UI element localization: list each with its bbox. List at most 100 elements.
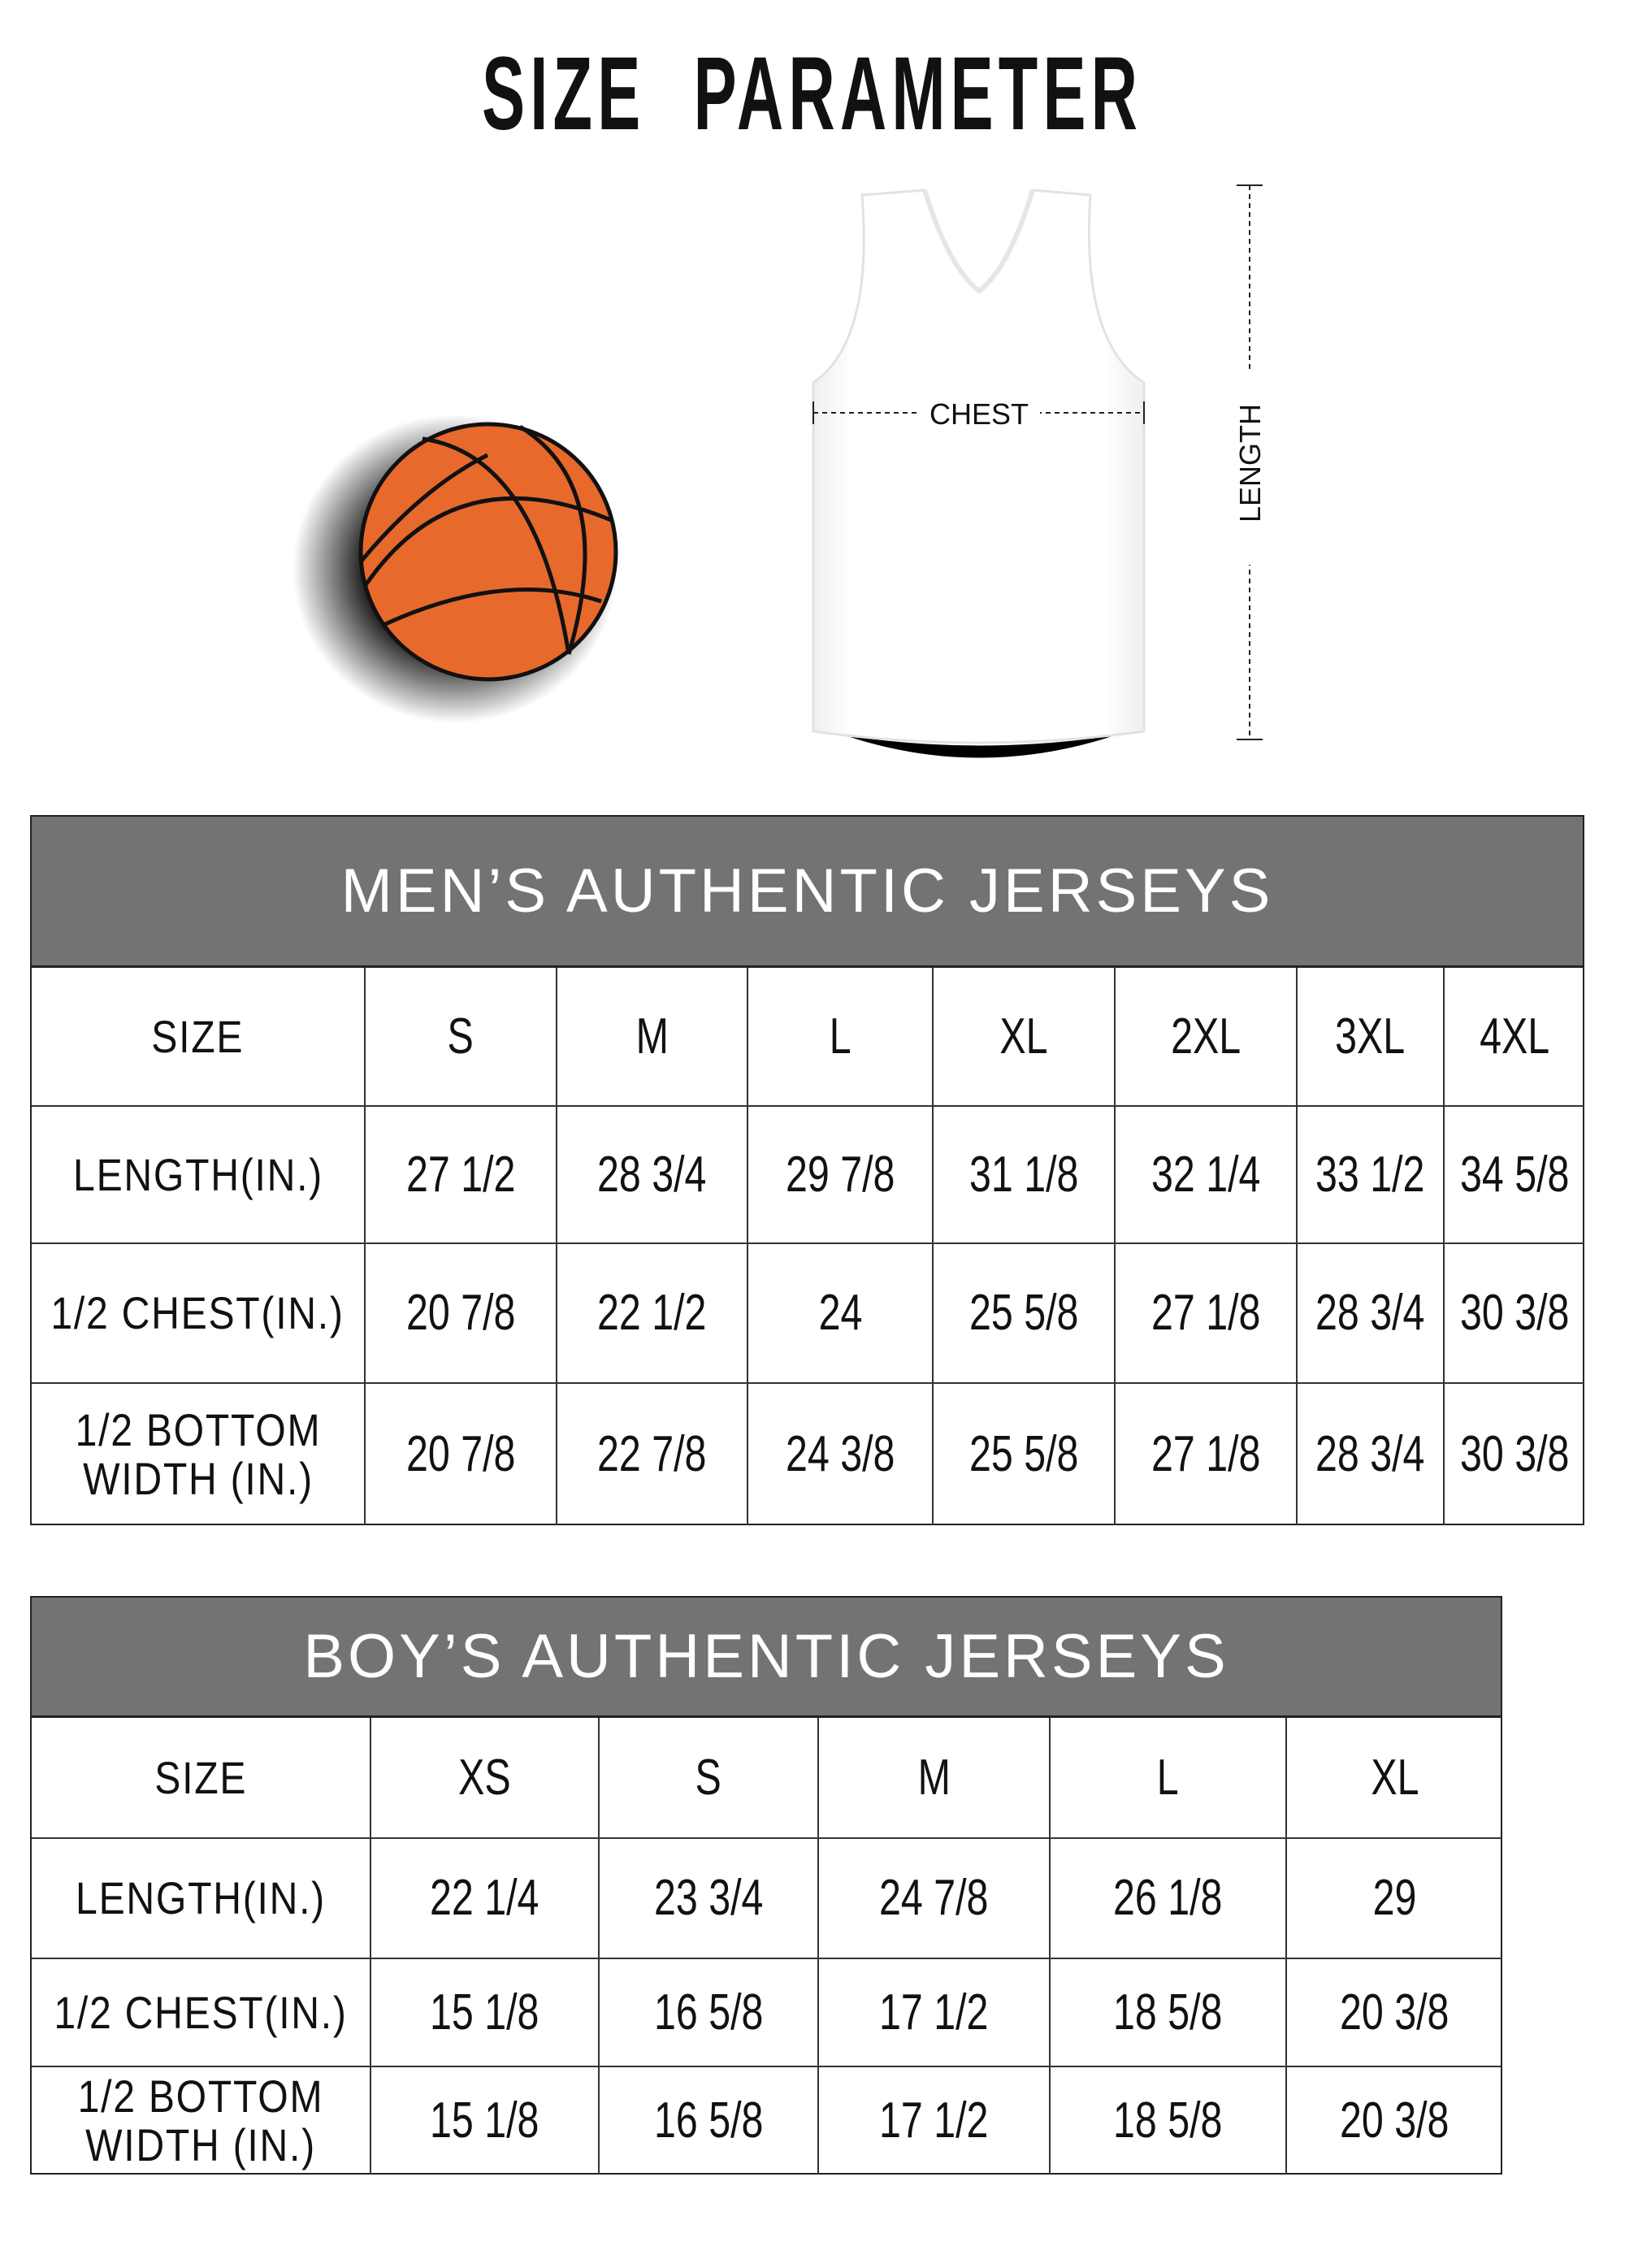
table-cell: 29 7/8 xyxy=(748,1107,934,1244)
size-column-header: L xyxy=(748,968,934,1107)
table-cell: 16 5/8 xyxy=(600,1959,819,2067)
cell-text: 20 7/8 xyxy=(405,1426,516,1482)
cell-text: 1/2 BOTTOM WIDTH (IN.) xyxy=(75,1404,321,1504)
table-cell: 31 1/8 xyxy=(934,1107,1116,1244)
cell-text: 26 1/8 xyxy=(1113,1870,1223,1926)
cell-text: S xyxy=(695,1749,722,1806)
cell-text: M xyxy=(635,1008,669,1065)
cell-text: XS xyxy=(458,1749,511,1806)
cell-text: 27 1/8 xyxy=(1150,1426,1261,1482)
table-cell: 24 7/8 xyxy=(819,1839,1051,1959)
table-cell: 23 3/4 xyxy=(600,1839,819,1959)
table-cell: 34 5/8 xyxy=(1445,1107,1584,1244)
cell-text: 24 xyxy=(818,1285,862,1341)
table-cell: 33 1/2 xyxy=(1298,1107,1445,1244)
cell-text: 17 1/2 xyxy=(879,2092,989,2149)
table-cell: 20 3/8 xyxy=(1287,1959,1502,2067)
cell-text: 30 3/8 xyxy=(1459,1426,1570,1482)
cell-text: 18 5/8 xyxy=(1113,2092,1223,2149)
cell-text: 16 5/8 xyxy=(653,1984,764,2040)
row-label: 1/2 BOTTOM WIDTH (IN.) xyxy=(32,1384,366,1525)
cell-text: 25 5/8 xyxy=(968,1285,1079,1341)
cell-text: 1/2 CHEST(IN.) xyxy=(50,1287,345,1338)
cell-text: 1/2 CHEST(IN.) xyxy=(54,1986,348,2038)
cell-text: 24 7/8 xyxy=(879,1870,989,1926)
size-column-header: 2XL xyxy=(1116,968,1298,1107)
table-cell: 18 5/8 xyxy=(1051,2067,1287,2175)
table-cell: 29 xyxy=(1287,1839,1502,1959)
cell-text: LENGTH(IN.) xyxy=(76,1872,326,1923)
row-label: LENGTH(IN.) xyxy=(32,1107,366,1244)
table-cell: 25 5/8 xyxy=(934,1244,1116,1384)
table-cell: 15 1/8 xyxy=(371,1959,600,2067)
size-column-header: M xyxy=(557,968,748,1107)
table-cell: 27 1/8 xyxy=(1116,1384,1298,1525)
table-cell: 24 xyxy=(748,1244,934,1384)
cell-text: 20 3/8 xyxy=(1340,2092,1450,2149)
cell-text: 29 xyxy=(1372,1870,1417,1926)
cell-text: 29 7/8 xyxy=(785,1146,895,1203)
size-header: SIZE xyxy=(32,968,366,1107)
table-cell: 28 3/4 xyxy=(1298,1384,1445,1525)
cell-text: 34 5/8 xyxy=(1459,1146,1570,1203)
cell-text: 31 1/8 xyxy=(968,1146,1079,1203)
table-cell: 24 3/8 xyxy=(748,1384,934,1525)
table-cell: 16 5/8 xyxy=(600,2067,819,2175)
row-label: 1/2 BOTTOM WIDTH (IN.) xyxy=(32,2067,371,2175)
boys-table-title: BOY’S AUTHENTIC JERSEYS xyxy=(32,1598,1501,1718)
mens-table-title: MEN’S AUTHENTIC JERSEYS xyxy=(32,817,1583,968)
cell-text: XL xyxy=(1370,1749,1419,1806)
cell-text: 32 1/4 xyxy=(1150,1146,1261,1203)
cell-text: 23 3/4 xyxy=(653,1870,764,1926)
cell-text: 22 1/4 xyxy=(430,1870,540,1926)
size-column-header: 4XL xyxy=(1445,968,1584,1107)
cell-text: XL xyxy=(999,1008,1048,1065)
page-title: SIZE PARAMETER xyxy=(482,36,1143,152)
size-column-header: L xyxy=(1051,1718,1287,1839)
cell-text: 30 3/8 xyxy=(1459,1285,1570,1341)
length-measure: LENGTH xyxy=(1231,184,1268,740)
table-cell: 15 1/8 xyxy=(371,2067,600,2175)
cell-text: M xyxy=(917,1749,951,1806)
cell-text: 27 1/8 xyxy=(1150,1285,1261,1341)
size-column-header: 3XL xyxy=(1298,968,1445,1107)
cell-text: 15 1/8 xyxy=(430,1984,540,2040)
table-cell: 22 1/4 xyxy=(371,1839,600,1959)
table-cell: 22 1/2 xyxy=(557,1244,748,1384)
table-cell: 25 5/8 xyxy=(934,1384,1116,1525)
size-column-header: S xyxy=(366,968,557,1107)
cell-text: 33 1/2 xyxy=(1315,1146,1425,1203)
table-cell: 30 3/8 xyxy=(1445,1384,1584,1525)
table-cell: 20 7/8 xyxy=(366,1384,557,1525)
cell-text: 28 3/4 xyxy=(597,1146,707,1203)
cell-text: L xyxy=(829,1008,852,1065)
cell-text: 18 5/8 xyxy=(1113,1984,1223,2040)
cell-text: 24 3/8 xyxy=(785,1426,895,1482)
cell-text: 28 3/4 xyxy=(1315,1426,1425,1482)
table-cell: 32 1/4 xyxy=(1116,1107,1298,1244)
row-label: 1/2 CHEST(IN.) xyxy=(32,1244,366,1384)
cell-text: S xyxy=(447,1008,474,1065)
cell-text: 1/2 BOTTOM WIDTH (IN.) xyxy=(77,2071,324,2170)
size-column-header: S xyxy=(600,1718,819,1839)
table-cell: 20 3/8 xyxy=(1287,2067,1502,2175)
cell-text: 4XL xyxy=(1479,1008,1550,1065)
table-cell: 22 7/8 xyxy=(557,1384,748,1525)
mens-size-table: MEN’S AUTHENTIC JERSEYS SIZE S M L XL 2XL 3XL 4… xyxy=(30,815,1584,1525)
table-cell: 28 3/4 xyxy=(1298,1244,1445,1384)
table-cell: 28 3/4 xyxy=(557,1107,748,1244)
row-label: 1/2 CHEST(IN.) xyxy=(32,1959,371,2067)
chest-measure: CHEST xyxy=(812,395,1145,431)
table-cell: 17 1/2 xyxy=(819,2067,1051,2175)
size-column-header: M xyxy=(819,1718,1051,1839)
size-column-header: XS xyxy=(371,1718,600,1839)
cell-text: LENGTH(IN.) xyxy=(72,1148,323,1200)
cell-text: 22 7/8 xyxy=(597,1426,707,1482)
table-cell: 27 1/2 xyxy=(366,1107,557,1244)
cell-text: 16 5/8 xyxy=(653,2092,764,2149)
cell-text: SIZE xyxy=(151,1010,245,1062)
chest-label: CHEST xyxy=(930,397,1029,431)
cell-text: L xyxy=(1157,1749,1179,1806)
cell-text: SIZE xyxy=(154,1751,247,1803)
table-cell: 26 1/8 xyxy=(1051,1839,1287,1959)
